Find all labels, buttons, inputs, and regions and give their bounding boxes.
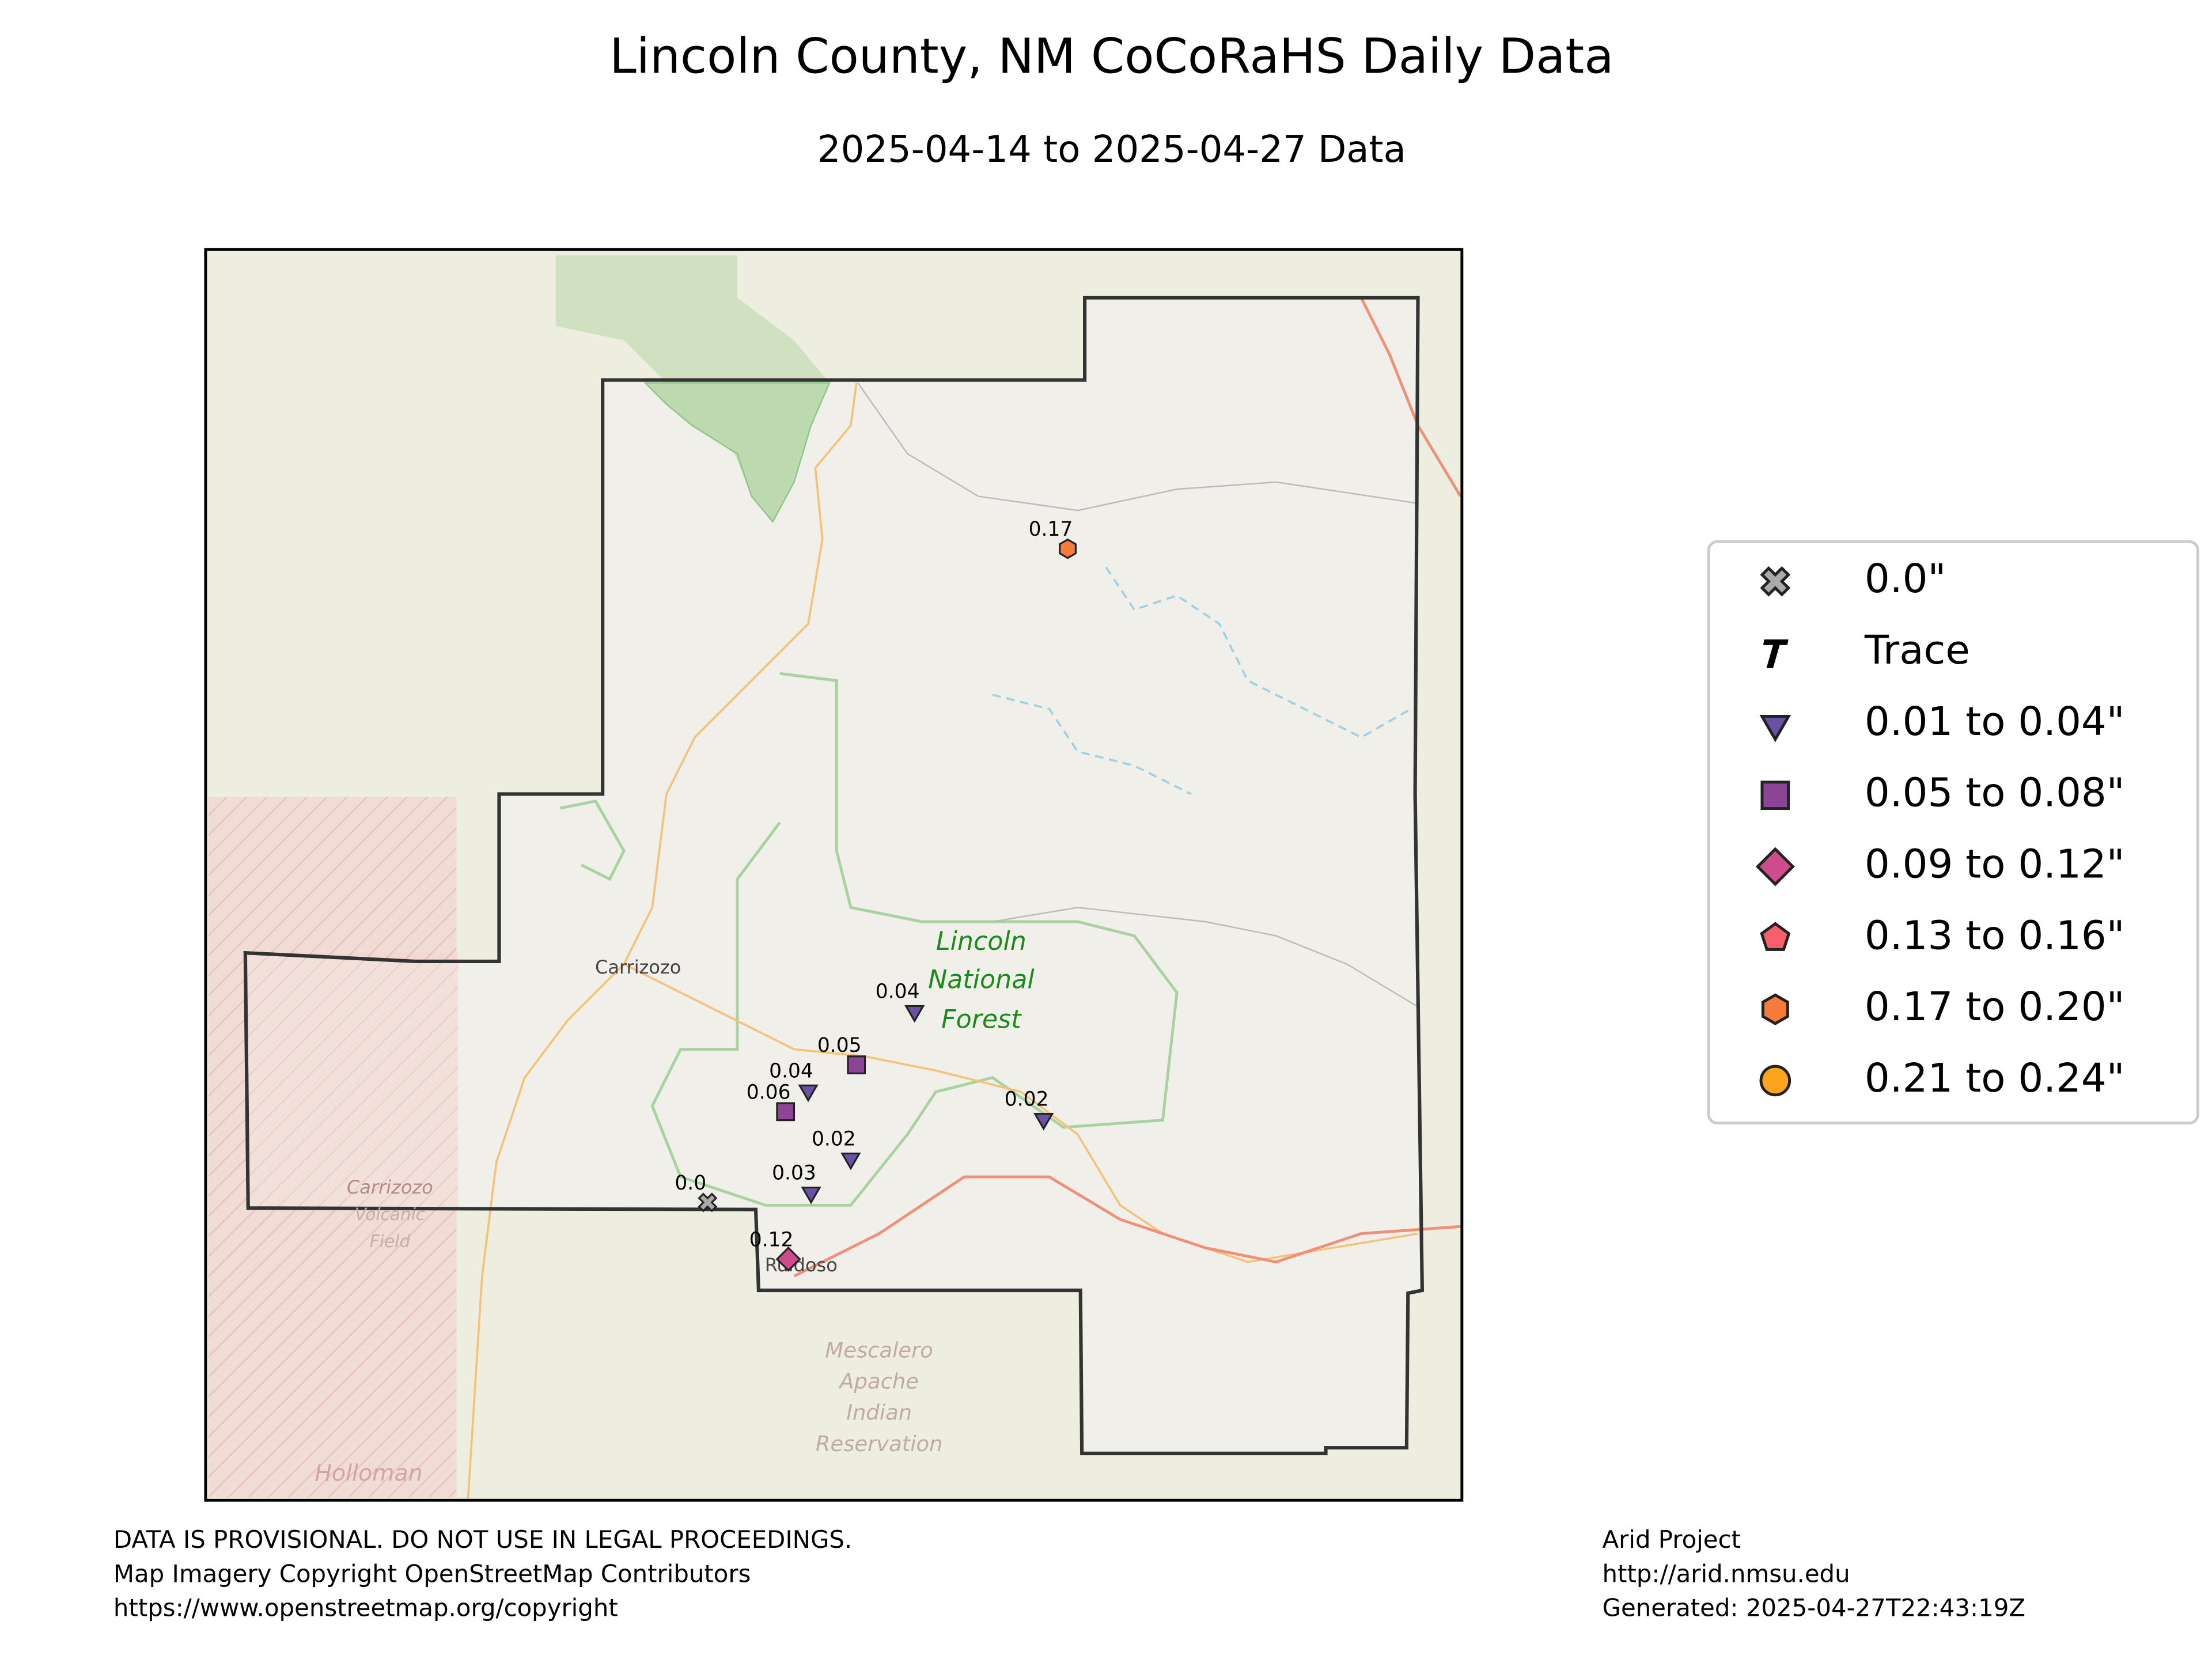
station-value: 0.02: [812, 1128, 856, 1151]
restricted-area: [245, 953, 459, 1209]
station-value: 0.03: [772, 1162, 816, 1185]
map-frame: [204, 248, 1464, 1502]
marker-shape: [776, 1102, 796, 1122]
marker-shape: [1755, 847, 1795, 887]
county-outline: [243, 296, 1425, 1456]
station-value: 0.12: [749, 1228, 794, 1251]
marker: [776, 1102, 796, 1122]
marker: [1059, 538, 1077, 559]
legend-label: 0.05 to 0.08": [1865, 770, 2125, 816]
legend-label: 0.0": [1865, 556, 1946, 602]
stream: [992, 694, 1192, 796]
marker: [1033, 1112, 1054, 1131]
station-value: 0.04: [769, 1059, 813, 1082]
legend-label: Trace: [1864, 627, 1970, 673]
marker-shape: [1763, 639, 1789, 668]
marker: [840, 1152, 861, 1171]
marker: [801, 1186, 821, 1205]
marker-shape: [801, 1186, 821, 1205]
map-label: Indian: [846, 1400, 912, 1425]
marker-shape: [798, 1084, 819, 1103]
marker: [1760, 781, 1790, 810]
marker-shape: [840, 1152, 861, 1171]
map-label: Reservation: [816, 1431, 943, 1456]
legend-label: 0.01 to 0.04": [1865, 699, 2125, 745]
disclaimer: DATA IS PROVISIONAL. DO NOT USE IN LEGAL…: [113, 1525, 852, 1554]
marker-shape: [847, 1055, 866, 1074]
forest-area: [643, 382, 831, 524]
legend-box: [1707, 540, 2199, 1124]
map-label: Holloman: [315, 1460, 422, 1486]
station-value: 0.04: [876, 980, 920, 1003]
marker: [1763, 639, 1789, 668]
map-label: Forest: [941, 1005, 1022, 1034]
forest-boundary: [559, 800, 626, 881]
marker: [904, 1005, 925, 1023]
credit: Arid Project: [1603, 1525, 1741, 1554]
legend-label: 0.09 to 0.12": [1865, 842, 2125, 888]
map-label: Field: [370, 1232, 411, 1251]
marker: [1761, 993, 1789, 1025]
marker-shape: [775, 1246, 801, 1272]
marker-shape: [1760, 922, 1791, 951]
map-label: Mescalero: [825, 1338, 933, 1362]
legend-label: 0.13 to 0.16": [1865, 912, 2125, 959]
map-label: Carrizozo: [347, 1176, 433, 1198]
copyright: Map Imagery Copyright OpenStreetMap Cont…: [113, 1559, 751, 1588]
marker: [847, 1055, 866, 1074]
county-fill: [245, 297, 1422, 1454]
map: Carrizozo Lincoln National Forest Ruidoso Car…: [204, 248, 1464, 1502]
marker-shape: [1059, 538, 1077, 559]
station-value: 0.06: [747, 1081, 791, 1104]
subtitle: 2025-04-14 to 2025-04-27 Data: [817, 128, 1406, 171]
copyright-url: https://www.openstreetmap.org/copyright: [113, 1593, 618, 1622]
road: [467, 382, 858, 1501]
station-value: 0.05: [817, 1034, 862, 1057]
map-label: Apache: [838, 1369, 919, 1393]
map-label: Ruidoso: [765, 1254, 838, 1276]
credit-url: http://arid.nmsu.edu: [1603, 1559, 1850, 1588]
legend-label: 0.17 to 0.20": [1865, 984, 2125, 1030]
marker: [798, 1084, 819, 1103]
map-label: Lincoln: [936, 927, 1027, 956]
marker: [1759, 715, 1791, 743]
highway: [1359, 297, 1462, 497]
stream: [1105, 566, 1412, 739]
marker-shape: [698, 1192, 718, 1213]
marker-shape: [1033, 1112, 1054, 1131]
marker: [1760, 566, 1791, 597]
marker-shape: [1760, 566, 1791, 597]
marker: [1755, 847, 1795, 887]
marker-shape: [904, 1005, 925, 1023]
generated-time: Generated: 2025-04-27T22:43:19Z: [1603, 1593, 2025, 1622]
marker: [1760, 922, 1791, 951]
map-label: Volcanic: [355, 1205, 425, 1224]
station-value: 0.0: [675, 1172, 706, 1195]
boundary-line: [992, 907, 1419, 1007]
legend-label: 0.21 to 0.24": [1865, 1055, 2125, 1101]
marker-shape: [1761, 993, 1789, 1025]
marker: [1759, 1065, 1791, 1097]
marker: [698, 1192, 718, 1213]
marker: [775, 1246, 801, 1272]
title: Lincoln County, NM CoCoRaHS Daily Data: [609, 28, 1613, 84]
marker-shape: [1759, 1065, 1791, 1097]
map-label: National: [928, 965, 1035, 994]
station-value: 0.17: [1029, 518, 1073, 541]
forest-boundary: [650, 672, 1179, 1207]
station-value: 0.02: [1005, 1088, 1049, 1111]
boundary-line: [857, 382, 1418, 512]
map-label: Carrizozo: [595, 956, 681, 978]
highway: [793, 1175, 1461, 1278]
marker-shape: [1759, 715, 1791, 743]
marker-shape: [1760, 781, 1790, 810]
